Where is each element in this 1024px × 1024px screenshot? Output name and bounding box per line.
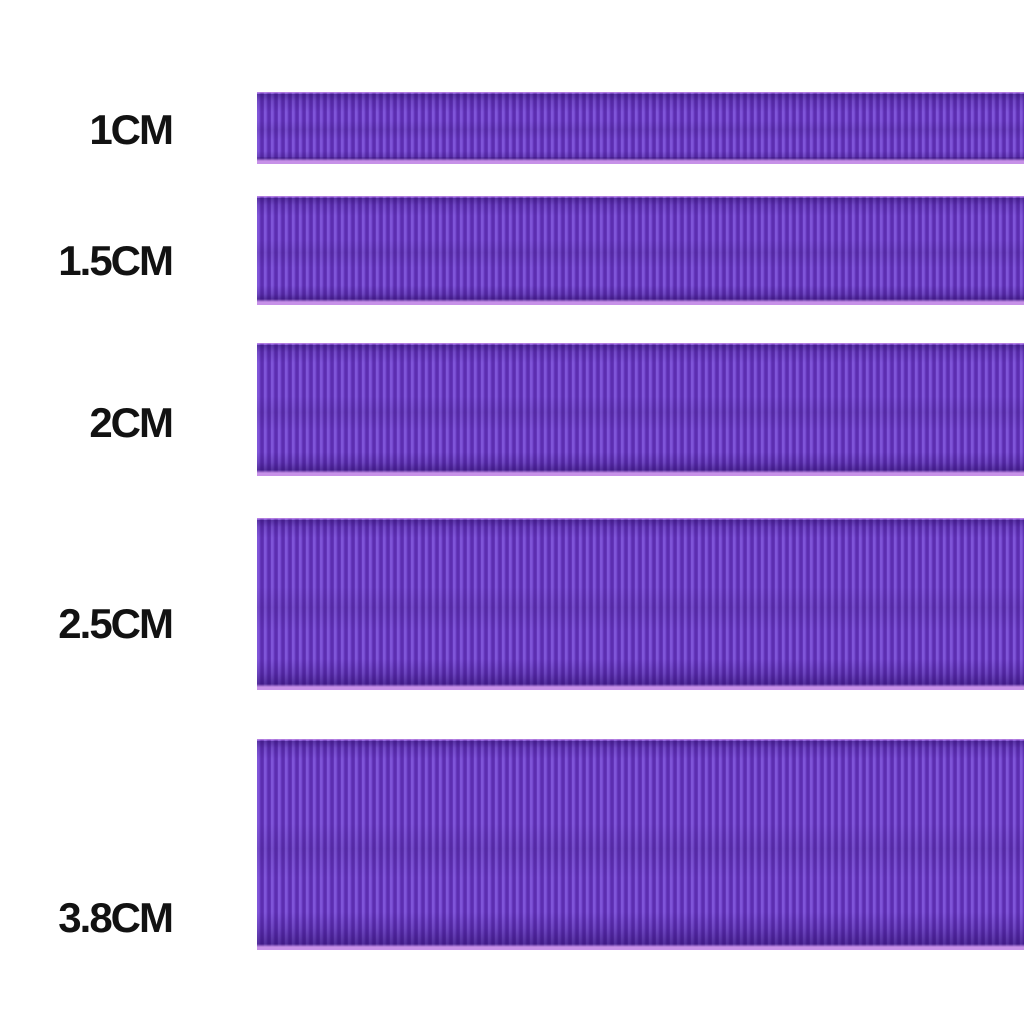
ribbon-swatch [257,518,1024,690]
ribbon-swatch [257,92,1024,164]
size-label: 1CM [89,106,174,153]
size-label: 2CM [89,399,174,446]
ribbon-swatch [257,343,1024,476]
size-label: 3.8CM [58,894,174,941]
size-label: 2.5CM [58,600,174,647]
ribbon-swatch [257,196,1024,305]
ribbon-swatch [257,739,1024,950]
size-label: 1.5CM [58,237,174,284]
